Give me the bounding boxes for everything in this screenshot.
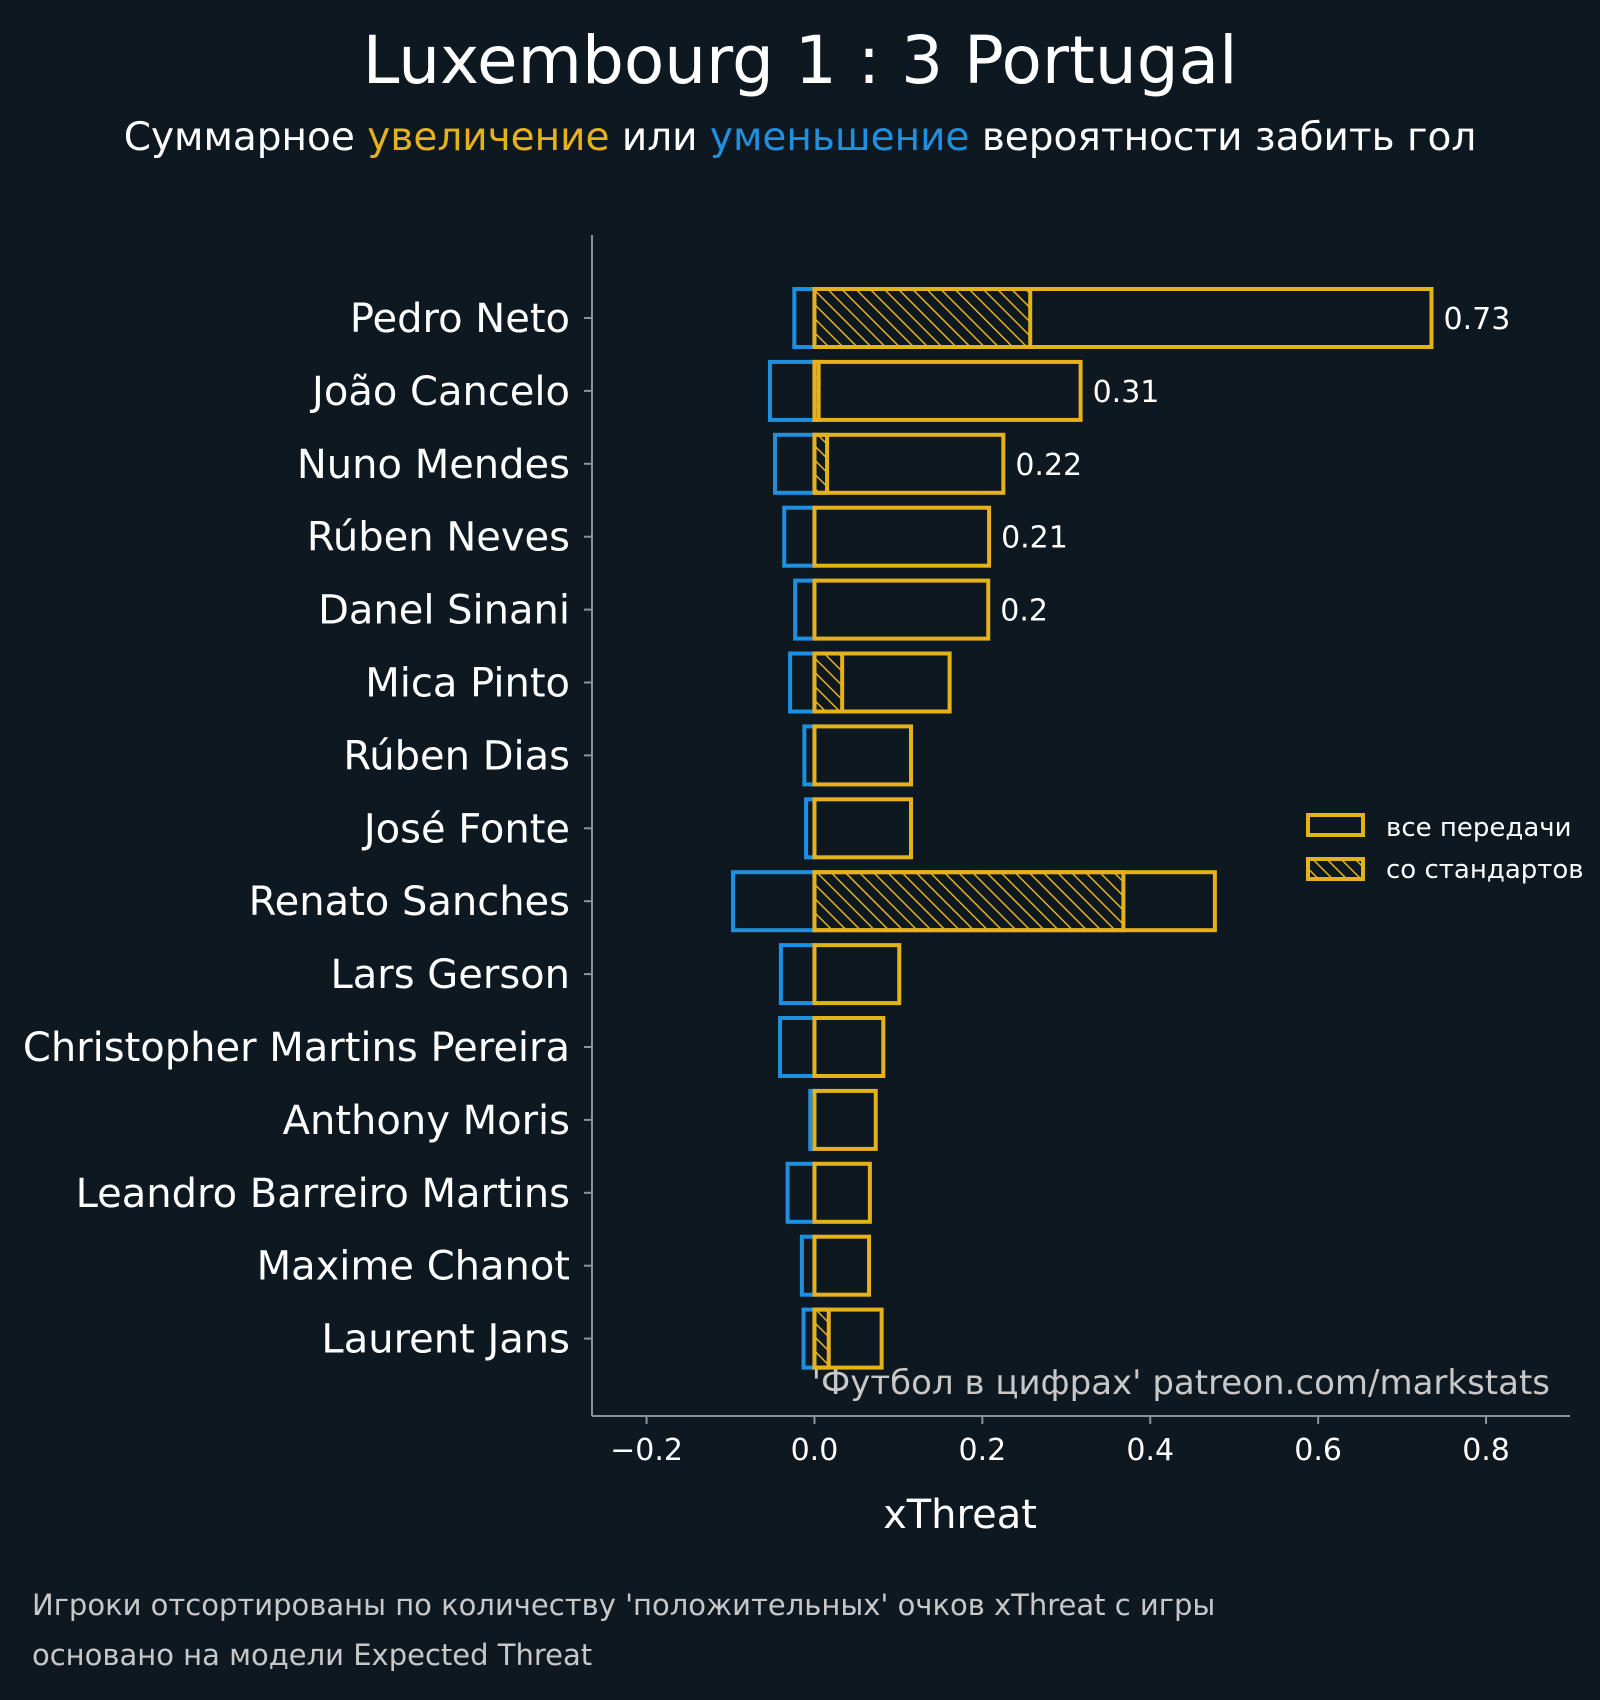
x-tick-label: 0.0 — [791, 1433, 839, 1468]
negative-bar — [785, 1161, 817, 1224]
positive-bar — [812, 578, 991, 641]
player-label: Renato Sanches — [249, 879, 570, 925]
player-label: Mica Pinto — [365, 661, 570, 707]
player-label: Leandro Barreiro Martins — [76, 1171, 570, 1217]
positive-bar — [812, 1234, 872, 1297]
legend-swatch-all-passes — [1306, 813, 1365, 837]
legend-label-set-pieces: со стандартов — [1386, 855, 1584, 885]
negative-bar — [778, 1016, 817, 1078]
set-piece-bar — [812, 870, 1126, 933]
player-label: Rúben Neves — [307, 515, 570, 561]
watermark: 'Футбол в цифрах' patreon.com/markstats — [812, 1363, 1550, 1403]
negative-bar — [782, 505, 817, 568]
positive-bar — [812, 724, 914, 787]
positive-bar — [812, 1307, 884, 1370]
x-tick-label: 0.4 — [1126, 1433, 1174, 1468]
labels: Pedro Neto 0.73 João Cancelo 0.31 Nuno Mende… — [23, 296, 1510, 1363]
positive-bar — [812, 1088, 878, 1151]
negative-bar — [778, 943, 817, 1006]
x-tick-label: −0.2 — [610, 1433, 683, 1468]
negative-bar — [793, 578, 817, 641]
player-label: Lars Gerson — [330, 952, 570, 998]
set-piece-bar — [812, 287, 1033, 349]
player-label: José Fonte — [361, 806, 570, 852]
bars — [731, 287, 1434, 1370]
positive-bar — [812, 797, 914, 860]
positive-bar — [812, 505, 992, 568]
chart-title: Luxembourg 1 : 3 Portugal — [363, 22, 1238, 99]
player-label: Danel Sinani — [318, 588, 570, 634]
player-label: Maxime Chanot — [257, 1244, 570, 1290]
negative-bar — [731, 870, 817, 933]
x-axis-label: xThreat — [883, 1492, 1037, 1538]
value-label: 0.73 — [1443, 302, 1510, 337]
player-label: Pedro Neto — [350, 296, 570, 342]
positive-bar — [812, 359, 1083, 422]
player-label: Laurent Jans — [321, 1317, 570, 1363]
value-label: 0.22 — [1015, 448, 1082, 483]
x-tick-label: 0.8 — [1462, 1433, 1510, 1468]
legend-swatch-set-pieces — [1306, 857, 1365, 881]
value-label: 0.21 — [1001, 521, 1068, 556]
positive-bar — [812, 943, 902, 1006]
negative-bar — [792, 287, 817, 349]
value-label: 0.2 — [1000, 594, 1048, 629]
legend: все передачи со стандартов — [1306, 813, 1584, 885]
footnote-line-2: основано на модели Expected Threat — [32, 1638, 592, 1672]
positive-bar — [812, 1016, 886, 1078]
player-label: Nuno Mendes — [297, 442, 570, 488]
positive-bar — [812, 432, 1006, 495]
subtitle-positive-word: увеличение — [367, 115, 609, 160]
subtitle-prefix: Суммарное — [124, 115, 368, 160]
positive-bar — [812, 651, 952, 714]
chart-subtitle: Суммарное увеличение или уменьшение веро… — [124, 115, 1477, 160]
value-label: 0.31 — [1093, 375, 1160, 410]
subtitle-negative-word: уменьшение — [710, 115, 970, 160]
negative-bar — [788, 651, 817, 714]
negative-bar — [773, 432, 817, 495]
positive-bar — [812, 1161, 872, 1224]
player-label: Anthony Moris — [283, 1098, 570, 1144]
positive-bar — [812, 287, 1434, 349]
axes: −0.2 0.0 0.2 0.4 0.6 0.8 — [584, 235, 1570, 1468]
set-piece-bar — [812, 651, 845, 714]
set-piece-bar — [812, 1307, 831, 1370]
player-label: João Cancelo — [309, 369, 570, 415]
subtitle-suffix: вероятности забить гол — [969, 115, 1476, 160]
subtitle-middle: или — [610, 115, 710, 160]
footnote-line-1: Игроки отсортированы по количеству 'поло… — [32, 1588, 1215, 1622]
positive-bar — [812, 870, 1217, 933]
negative-bar — [767, 359, 817, 422]
player-label: Christopher Martins Pereira — [23, 1025, 570, 1071]
player-label: Rúben Dias — [343, 733, 570, 779]
x-tick-label: 0.2 — [959, 1433, 1007, 1468]
x-tick-label: 0.6 — [1294, 1433, 1342, 1468]
legend-label-all-passes: все передачи — [1386, 813, 1572, 843]
